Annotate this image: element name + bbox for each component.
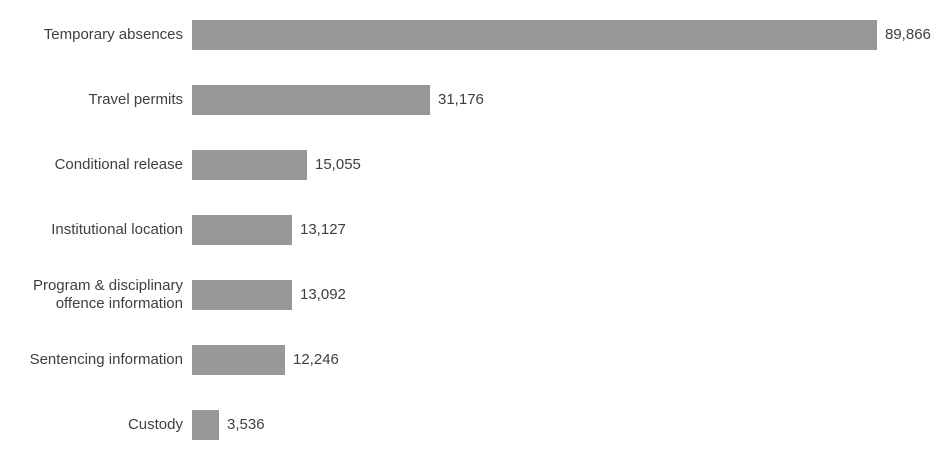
bar bbox=[192, 214, 292, 245]
category-label: Program & disciplinary offence informati… bbox=[32, 277, 183, 312]
chart-row: Travel permits 31,176 bbox=[0, 67, 943, 132]
bar bbox=[192, 84, 430, 115]
bar-area: 13,127 bbox=[192, 197, 346, 262]
value-label: 13,092 bbox=[300, 286, 346, 303]
bar bbox=[192, 409, 219, 440]
value-label: 89,866 bbox=[885, 26, 931, 43]
chart-row: Institutional location 13,127 bbox=[0, 197, 943, 262]
category-label: Conditional release bbox=[54, 155, 183, 173]
category-label: Custody bbox=[127, 415, 183, 433]
value-label: 13,127 bbox=[300, 221, 346, 238]
chart-row: Program & disciplinary offence informati… bbox=[0, 262, 943, 327]
value-label: 31,176 bbox=[438, 91, 484, 108]
chart-row: Custody 3,536 bbox=[0, 392, 943, 457]
category-label: Travel permits bbox=[88, 90, 183, 108]
chart-row: Temporary absences 89,866 bbox=[0, 2, 943, 67]
bar-area: 12,246 bbox=[192, 327, 339, 392]
chart-row: Conditional release 15,055 bbox=[0, 132, 943, 197]
bar bbox=[192, 344, 285, 375]
bar-area: 89,866 bbox=[192, 2, 931, 67]
bar-area: 15,055 bbox=[192, 132, 361, 197]
bar-area: 31,176 bbox=[192, 67, 484, 132]
category-label: Sentencing information bbox=[29, 350, 183, 368]
bar bbox=[192, 279, 292, 310]
bar-area: 3,536 bbox=[192, 392, 265, 457]
value-label: 12,246 bbox=[293, 351, 339, 368]
bar-area: 13,092 bbox=[192, 262, 346, 327]
bar bbox=[192, 19, 877, 50]
value-label: 3,536 bbox=[227, 416, 265, 433]
chart-row: Sentencing information 12,246 bbox=[0, 327, 943, 392]
bar bbox=[192, 149, 307, 180]
value-label: 15,055 bbox=[315, 156, 361, 173]
category-label: Temporary absences bbox=[43, 25, 183, 43]
category-label: Institutional location bbox=[51, 220, 183, 238]
